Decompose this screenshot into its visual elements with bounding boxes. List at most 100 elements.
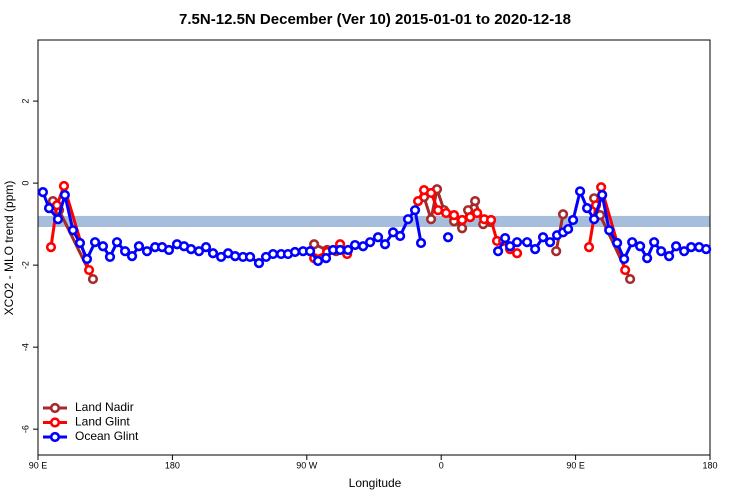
data-point xyxy=(415,237,427,249)
x-tick-label: 90 W xyxy=(296,460,318,470)
data-point xyxy=(141,246,153,257)
data-point xyxy=(253,257,265,269)
data-point xyxy=(567,214,579,226)
data-point xyxy=(309,239,320,250)
data-point xyxy=(492,246,504,257)
data-point xyxy=(589,214,600,225)
data-point xyxy=(465,212,476,223)
data-point xyxy=(87,273,99,285)
data-point xyxy=(81,253,93,265)
chart-title: 7.5N-12.5N December (Ver 10) 2015-01-01 … xyxy=(179,11,571,28)
data-point xyxy=(530,244,541,255)
data-point xyxy=(432,205,444,216)
data-point xyxy=(320,253,332,264)
data-point xyxy=(551,246,562,257)
legend-marker xyxy=(49,431,61,443)
data-point xyxy=(581,203,593,214)
data-point xyxy=(649,237,660,248)
reference-band xyxy=(38,215,710,227)
data-point xyxy=(133,241,145,252)
data-point xyxy=(425,214,437,225)
data-point xyxy=(679,246,690,257)
data-point xyxy=(686,241,697,253)
data-point xyxy=(52,214,64,225)
data-point xyxy=(304,246,316,257)
data-point xyxy=(349,239,361,251)
data-point xyxy=(557,209,569,220)
data-point xyxy=(448,210,460,221)
data-point xyxy=(612,237,623,249)
data-point xyxy=(583,241,595,253)
data-point xyxy=(625,273,636,285)
x-tick-label: 180 xyxy=(702,460,717,470)
data-point xyxy=(511,248,523,259)
data-point xyxy=(372,232,384,243)
data-point xyxy=(574,186,586,197)
x-tick-label: 180 xyxy=(165,460,180,470)
data-point xyxy=(126,251,138,262)
data-point xyxy=(97,241,109,252)
data-point xyxy=(312,255,324,267)
data-point xyxy=(409,205,421,216)
legend-marker xyxy=(49,417,61,428)
data-point xyxy=(671,241,682,252)
data-point xyxy=(656,246,667,257)
data-point xyxy=(441,207,452,219)
legend-label: Ocean Glint xyxy=(75,429,139,443)
data-point xyxy=(230,251,241,262)
data-point xyxy=(642,253,653,264)
y-tick-label: 2 xyxy=(20,99,30,104)
data-point xyxy=(379,239,391,250)
data-point xyxy=(472,207,483,219)
data-point xyxy=(442,232,454,243)
data-point xyxy=(402,214,414,225)
y-tick-label: -6 xyxy=(20,425,30,433)
y-tick-label: -4 xyxy=(20,343,30,351)
data-point xyxy=(37,187,49,198)
data-point xyxy=(244,251,256,263)
data-point xyxy=(620,264,631,276)
data-point xyxy=(185,244,197,255)
data-point xyxy=(469,196,481,207)
data-point xyxy=(604,225,615,236)
data-point xyxy=(619,253,630,265)
data-point xyxy=(521,237,533,248)
data-point xyxy=(119,246,131,257)
data-point xyxy=(335,244,346,256)
data-point xyxy=(289,246,301,258)
data-point xyxy=(74,237,86,249)
data-point xyxy=(45,241,57,253)
data-point xyxy=(365,237,376,248)
x-axis-label: Longitude xyxy=(349,476,402,490)
data-point xyxy=(537,232,549,243)
data-point xyxy=(511,237,523,248)
data-point xyxy=(58,180,70,192)
data-point xyxy=(357,241,369,252)
data-point xyxy=(43,203,55,214)
data-point xyxy=(207,248,219,259)
legend-marker xyxy=(49,402,61,414)
data-point xyxy=(200,241,212,253)
data-point xyxy=(267,248,279,260)
data-point xyxy=(395,230,406,242)
data-point xyxy=(504,241,516,252)
data-point xyxy=(59,189,70,201)
data-point xyxy=(500,232,511,244)
x-tick-label: 90 E xyxy=(566,460,585,470)
legend-label: Land Glint xyxy=(75,415,130,429)
data-point xyxy=(596,182,607,193)
data-point xyxy=(544,237,556,248)
y-axis-label: XCO2 - MLO trend (ppm) xyxy=(2,181,16,316)
data-point xyxy=(51,200,63,211)
data-point xyxy=(457,214,468,226)
data-point xyxy=(457,223,468,234)
x-tick-label: 90 E xyxy=(29,460,48,470)
data-point xyxy=(342,244,354,256)
y-tick-label: 0 xyxy=(20,181,30,186)
data-point xyxy=(597,189,608,201)
data-point xyxy=(412,196,424,207)
data-point xyxy=(193,246,205,257)
data-point xyxy=(111,237,123,248)
data-point xyxy=(89,237,101,248)
